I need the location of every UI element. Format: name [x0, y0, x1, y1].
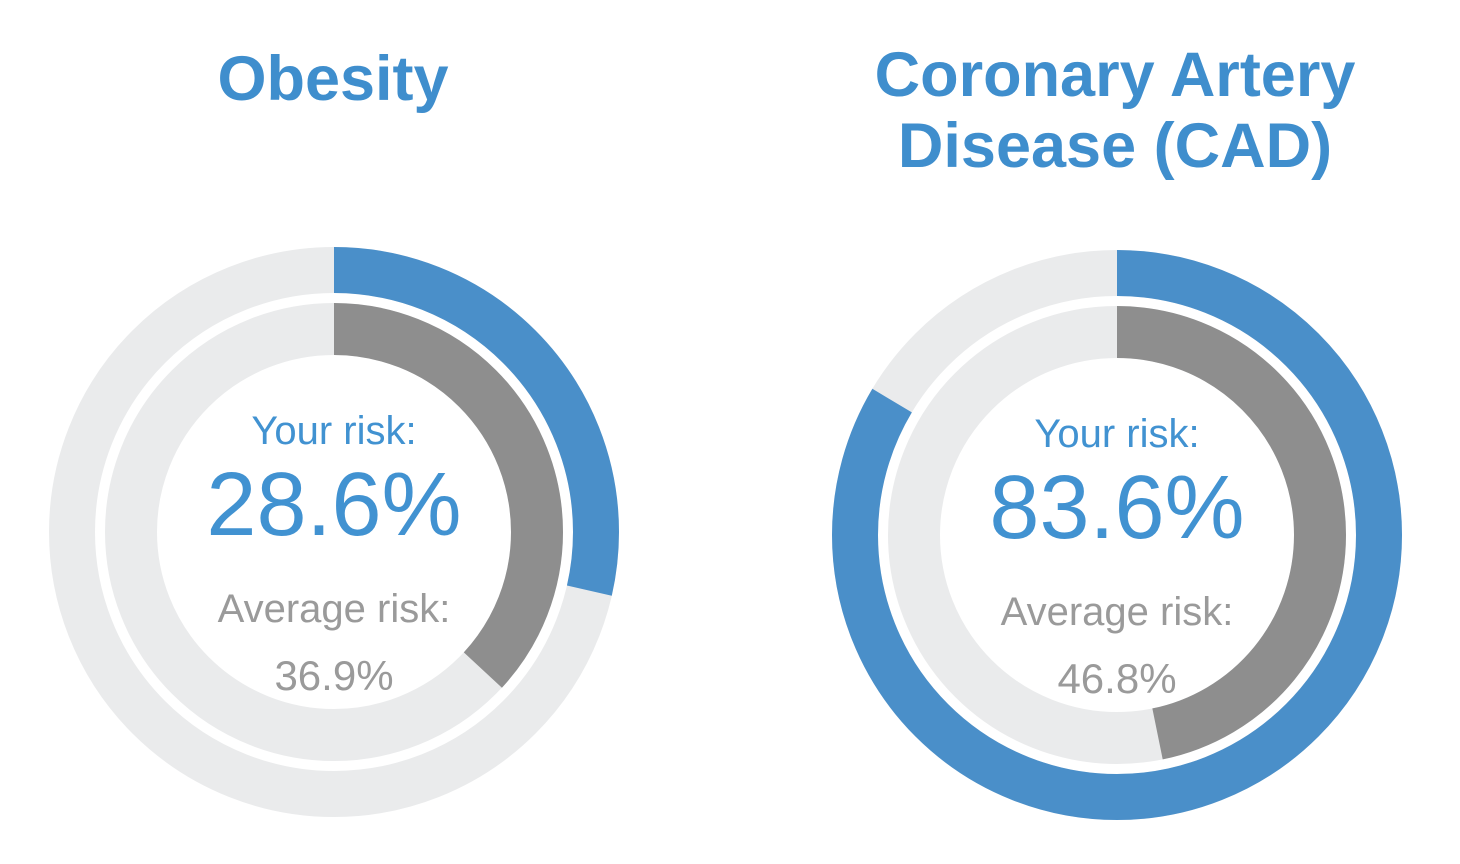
cad-average-risk-label: Average risk:	[1000, 590, 1234, 635]
obesity-average-risk-value: 36.9%	[274, 652, 394, 700]
cad-donut-rings	[832, 250, 1402, 820]
cad-average-risk-value: 46.8%	[1057, 655, 1177, 703]
chart-title-obesity: Obesity	[217, 44, 449, 114]
cad-center-labels: Your risk: 83.6% Average risk: 46.8%	[832, 250, 1402, 820]
cad-your-risk-arc	[832, 250, 1402, 820]
obesity-average-risk-arc	[105, 303, 563, 761]
obesity-donut-rings	[49, 247, 619, 817]
obesity-your-risk-label: Your risk:	[251, 409, 417, 454]
obesity-donut-chart: Your risk: 28.6% Average risk: 36.9%	[49, 247, 619, 817]
obesity-average-risk-label: Average risk:	[217, 587, 451, 632]
cad-average-risk-arc	[888, 306, 1346, 764]
obesity-center-labels: Your risk: 28.6% Average risk: 36.9%	[49, 247, 619, 817]
cad-donut-chart: Your risk: 83.6% Average risk: 46.8%	[832, 250, 1402, 820]
chart-title-cad: Coronary Artery Disease (CAD)	[874, 40, 1356, 182]
cad-your-risk-label: Your risk:	[1034, 412, 1200, 457]
obesity-your-risk-value: 28.6%	[206, 455, 462, 556]
obesity-your-risk-arc	[49, 247, 619, 817]
cad-your-risk-value: 83.6%	[989, 458, 1245, 559]
